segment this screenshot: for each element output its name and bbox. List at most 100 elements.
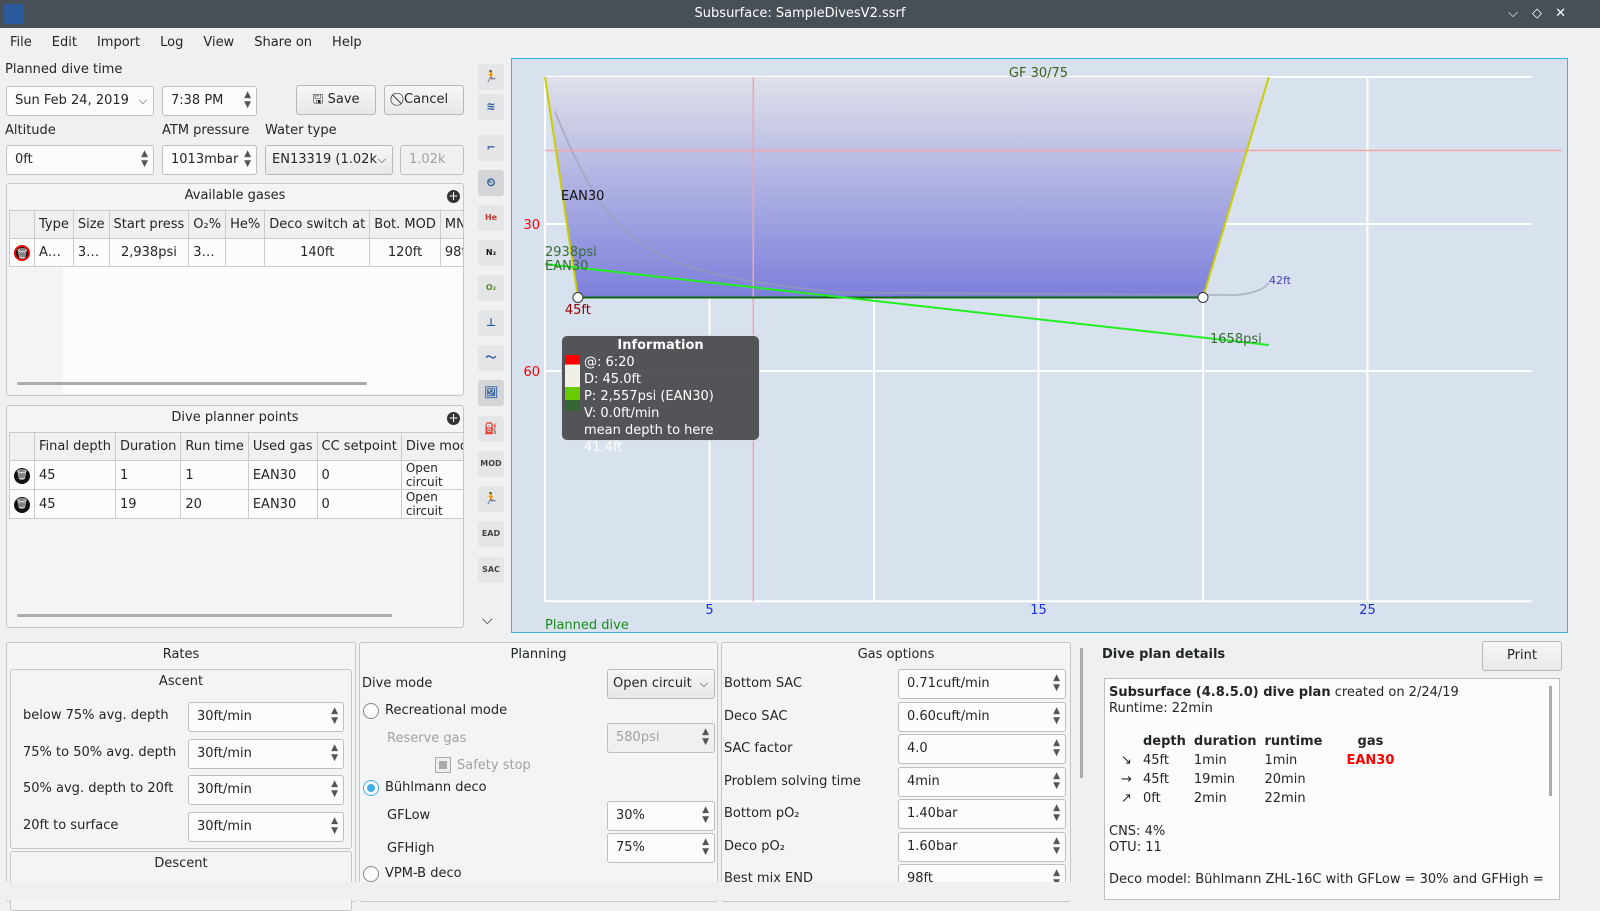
ceiling-icon[interactable]: ≋ (478, 94, 504, 120)
col-header[interactable]: Start press (108, 210, 190, 239)
delete-gas-button[interactable]: 🗑 (9, 238, 35, 267)
toolbar-more-chevron-icon[interactable]: ⌵ (482, 612, 493, 628)
gflow-field[interactable]: 30% ▲ ▼ (607, 801, 715, 831)
rate-field[interactable]: 30ft/min ▲ ▼ (188, 702, 344, 732)
cell[interactable]: 20 (180, 489, 249, 519)
menu-view[interactable]: View (203, 34, 235, 50)
dive-mode-select[interactable]: Open circuit ⌵ (607, 669, 715, 699)
atm-pressure-field[interactable]: 1013mbar ▲ ▼ (162, 145, 257, 175)
col-header[interactable]: Final depth (34, 432, 116, 461)
cell[interactable]: 140ft (264, 238, 371, 267)
col-header[interactable]: Deco switch at (264, 210, 371, 239)
cell[interactable]: 1 (180, 460, 249, 490)
maximize-button[interactable]: ◇ (1532, 6, 1542, 21)
details-scrollbar[interactable] (1549, 686, 1552, 796)
gas-option-field[interactable]: 0.71cuft/min ▲ ▼ (898, 669, 1066, 699)
menu-log[interactable]: Log (160, 34, 184, 50)
col-header[interactable]: Dive mode (400, 432, 463, 461)
cell[interactable]: 98ft (439, 238, 463, 267)
col-header[interactable]: Run time (180, 432, 249, 461)
water-density-value: 1.02k (409, 152, 446, 167)
date-picker[interactable]: Sun Feb 24, 2019 ⌵ (6, 86, 154, 116)
time-field[interactable]: 7:38 PM ▲ ▼ (162, 86, 257, 116)
minimize-button[interactable]: ⌵ (1508, 6, 1518, 21)
app-logo-icon (4, 4, 24, 24)
gfhigh-field[interactable]: 75% ▲ ▼ (607, 833, 715, 863)
buhlmann-radio[interactable] (363, 780, 379, 796)
altitude-field[interactable]: 0ft ▲ ▼ (6, 145, 154, 175)
rate-field[interactable]: 30ft/min ▲ ▼ (188, 811, 344, 842)
delete-point-button[interactable]: 🗑 (9, 460, 35, 490)
profile-icon[interactable]: 🏃 (478, 64, 504, 90)
cell[interactable]: 3… (72, 238, 110, 267)
gas-change-icon[interactable]: ⛽ (478, 416, 504, 442)
safety-stop-checkbox[interactable] (435, 757, 451, 773)
print-button[interactable]: Print (1482, 641, 1562, 671)
col-header[interactable]: He% (225, 210, 266, 239)
delete-point-button[interactable]: 🗑 (9, 489, 35, 519)
col-header[interactable]: MND (439, 210, 463, 239)
info-box[interactable]: Information @: 6:20 D: 45.0ft P: 2,557ps… (561, 335, 760, 455)
col-header[interactable]: Bot. MOD (369, 210, 441, 239)
col-header[interactable]: Type (34, 210, 74, 239)
menu-share[interactable]: Share on (254, 34, 313, 50)
cell[interactable]: 120ft (369, 238, 441, 267)
plan-cell: 45ft (1143, 771, 1169, 787)
o2-icon[interactable]: O₂ (478, 275, 504, 301)
heartrate-icon[interactable]: 〜 (478, 345, 504, 371)
cell[interactable]: 2,938psi (108, 238, 190, 267)
vpmb-radio[interactable] (363, 866, 379, 882)
horizontal-scrollbar[interactable] (17, 382, 367, 385)
gas-option-field[interactable]: 1.40bar ▲ ▼ (898, 799, 1066, 829)
cell[interactable]: 45 (34, 489, 116, 519)
cell[interactable]: EAN30 (247, 460, 318, 490)
vertical-scrollbar[interactable] (1080, 648, 1083, 778)
menu-edit[interactable]: Edit (51, 34, 77, 50)
col-header[interactable]: Size (72, 210, 110, 239)
info-line: P: 2,557psi (EAN30) (584, 389, 714, 404)
col-header[interactable]: O₂% (188, 210, 227, 239)
sac-icon[interactable]: SAC (478, 557, 504, 583)
rate-field[interactable]: 30ft/min ▲ ▼ (188, 775, 344, 805)
close-button[interactable]: ✕ (1555, 6, 1566, 21)
horizontal-scrollbar[interactable] (17, 614, 392, 617)
save-button[interactable]: 🖫 Save (296, 85, 376, 115)
cell[interactable]: 0 (316, 489, 402, 519)
recreational-mode-radio[interactable] (363, 703, 379, 719)
cell[interactable]: A… (34, 238, 74, 267)
gas-option-field[interactable]: 0.60cuft/min ▲ ▼ (898, 701, 1066, 732)
add-point-button[interactable]: + (447, 411, 460, 425)
cell[interactable]: 0 (316, 460, 402, 490)
cell[interactable]: 45 (34, 460, 116, 490)
gas-option-field[interactable]: 1.60bar ▲ ▼ (898, 831, 1066, 862)
cell[interactable]: 19 (114, 489, 182, 519)
col-header[interactable]: Used gas (247, 432, 318, 461)
water-type-select[interactable]: EN13319 (1.02k ⌵ (265, 145, 393, 175)
menu-import[interactable]: Import (96, 34, 141, 50)
deco-stops-icon[interactable]: ⌐ (478, 135, 504, 161)
cell[interactable]: Open circuit (400, 460, 463, 490)
n2-icon[interactable]: N₂ (478, 240, 504, 266)
ead-icon[interactable]: EAD (478, 521, 504, 547)
gas-option-field[interactable]: 4min ▲ ▼ (898, 766, 1066, 797)
ndl-icon[interactable]: 🏃 (478, 486, 504, 512)
gas-option-field[interactable]: 4.0 ▲ ▼ (898, 734, 1066, 764)
mod-icon[interactable]: MOD (478, 451, 504, 477)
planner-icon[interactable]: ⏲ (478, 170, 504, 196)
menu-file[interactable]: File (10, 34, 32, 50)
rate-field[interactable]: 30ft/min ▲ ▼ (188, 738, 344, 769)
col-header[interactable]: CC setpoint (316, 432, 402, 461)
cell[interactable] (225, 238, 266, 267)
pictures-icon[interactable]: 🖼 (478, 380, 504, 406)
cell[interactable]: 3… (188, 238, 227, 267)
cell[interactable]: Open circuit (400, 489, 463, 519)
he-icon[interactable]: He (478, 205, 504, 231)
col-header[interactable]: Duration (114, 432, 182, 461)
menu-help[interactable]: Help (332, 34, 362, 50)
cell[interactable]: EAN30 (247, 489, 318, 519)
tissue-icon[interactable]: ⊥ (478, 310, 504, 336)
cancel-button[interactable]: ⃠ Cancel (384, 85, 464, 115)
add-gas-button[interactable]: + (447, 189, 460, 203)
cell[interactable]: 1 (114, 460, 182, 490)
